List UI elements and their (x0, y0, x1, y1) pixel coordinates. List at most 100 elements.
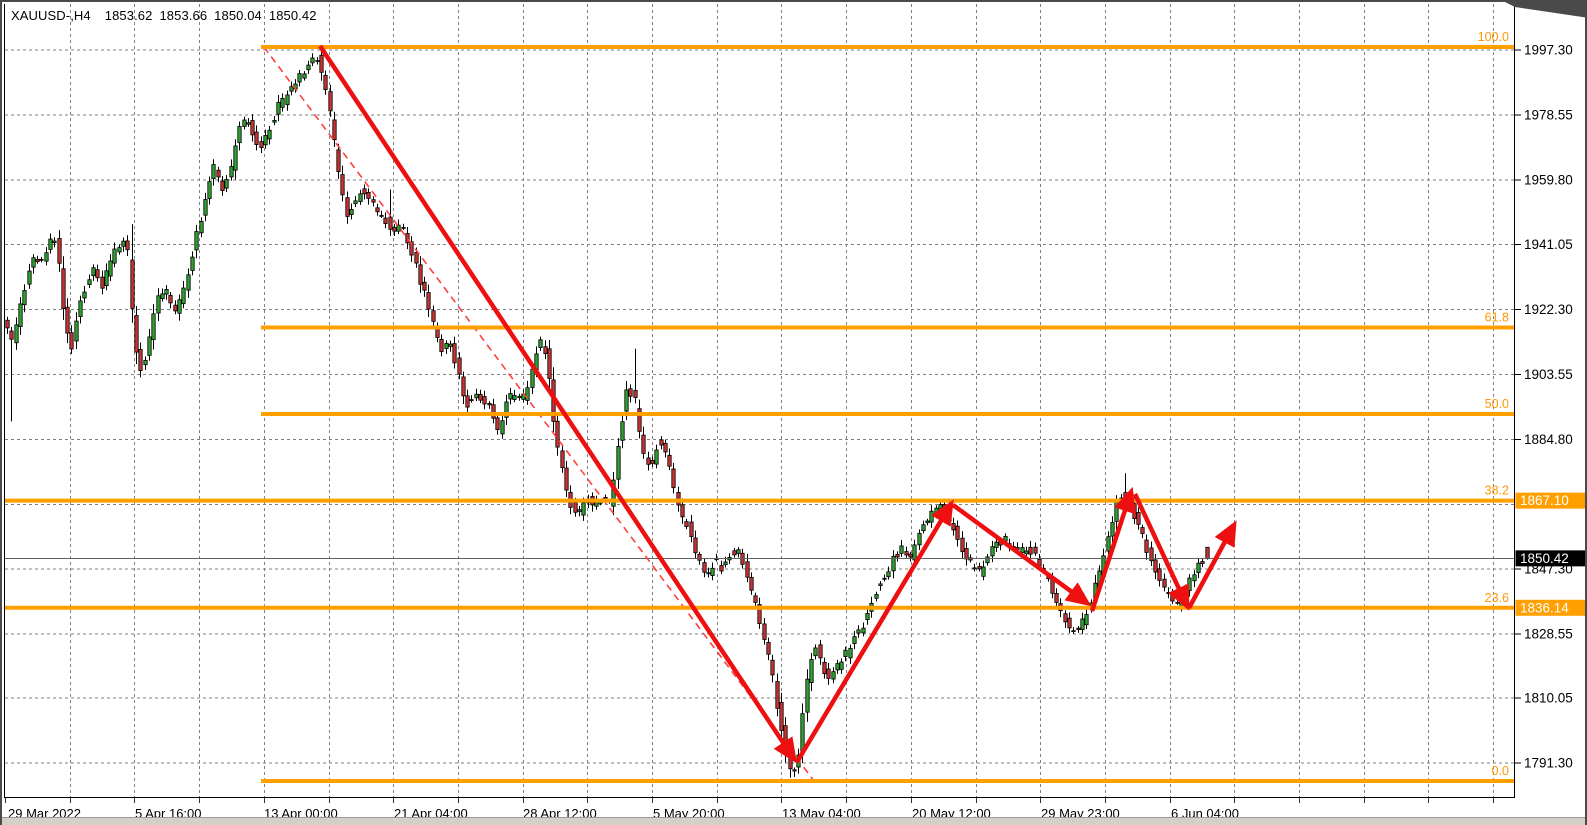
candle-down (388, 216, 393, 230)
trend-arrow-6[interactable] (1187, 520, 1237, 610)
candle-up (530, 368, 535, 388)
candle-up (861, 627, 866, 634)
candle-down (762, 623, 767, 640)
candle-down (693, 537, 698, 554)
candle-up (181, 287, 186, 305)
candle-down (328, 91, 333, 112)
candle-up (710, 567, 715, 576)
price-axis-label: 1997.30 (1524, 43, 1573, 58)
candle-up (706, 572, 711, 575)
candle-up (91, 267, 96, 277)
candle-up (985, 556, 990, 564)
trend-arrows[interactable] (318, 44, 1237, 764)
price-axis[interactable]: 1997.30 1978.55 1959.80 1941.05 1922.30 1903.… (1514, 43, 1587, 771)
trend-arrow-4[interactable] (1089, 486, 1136, 612)
candle-down (366, 191, 371, 199)
price-axis-label: 1903.55 (1524, 367, 1573, 382)
ohlc-close: 1850.42 (268, 8, 317, 23)
price-axis-label: 1791.30 (1524, 755, 1573, 770)
candle-down (822, 661, 827, 675)
chart-title: XAUUSD-,H4 1853.62 1853.66 1850.04 1850.42 (11, 8, 324, 23)
candle-up (18, 303, 23, 327)
candle-up (886, 571, 891, 578)
price-badge-label: 1836.14 (1520, 600, 1569, 615)
candle-down (702, 562, 707, 573)
candle-up (74, 320, 79, 342)
candle-up (263, 135, 268, 146)
candle-up (865, 612, 870, 620)
candle-up (297, 73, 302, 83)
candle-down (1149, 547, 1154, 562)
candle-up (302, 73, 307, 79)
candle-down (332, 119, 337, 141)
ohlc-high: 1853.66 (159, 8, 208, 23)
trend-arrow-5[interactable] (1132, 493, 1190, 611)
candle-down (628, 388, 633, 397)
candle-up (839, 661, 844, 670)
candle-down (904, 551, 909, 556)
candle-up (87, 279, 92, 285)
candle-down (826, 668, 831, 679)
candle-up (48, 238, 53, 250)
candle-up (229, 166, 234, 178)
candle-down (1175, 601, 1180, 604)
candle-up (78, 300, 83, 317)
candle-down (319, 54, 324, 73)
candle-up (267, 129, 272, 140)
candle-down (375, 207, 380, 213)
fib-level-label-100.0: 100.0 (1478, 30, 1509, 44)
candle-down (491, 404, 496, 419)
fib-level-label-61.8: 61.8 (1485, 310, 1509, 324)
candle-up (186, 274, 191, 291)
candle-down (895, 553, 900, 558)
candle-down (5, 319, 10, 329)
candle-down (426, 292, 431, 310)
candle-up (1114, 500, 1119, 522)
candle-up (899, 545, 904, 554)
candle-down (465, 395, 470, 408)
candle-down (646, 457, 651, 465)
candle-up (654, 449, 659, 465)
candle-up (104, 270, 109, 287)
candle-down (495, 417, 500, 430)
candle-up (856, 629, 861, 634)
candle-up (474, 393, 479, 399)
candle-down (57, 237, 62, 264)
candle-down (757, 604, 762, 624)
candle-down (960, 537, 965, 552)
candle-down (766, 642, 771, 655)
candle-up (525, 387, 530, 401)
candle-down (560, 450, 565, 468)
candle-down (633, 389, 638, 398)
candle-up (27, 270, 32, 285)
trend-arrow-3[interactable] (951, 503, 1092, 607)
trend-arrow-1[interactable] (318, 44, 797, 764)
candle-up (276, 101, 281, 115)
candle-up (444, 343, 449, 349)
candle-down (753, 595, 758, 603)
candle-down (951, 523, 956, 531)
trend-arrow-2[interactable] (795, 499, 954, 764)
candle-up (1187, 577, 1192, 591)
candle-down (61, 268, 66, 309)
candle-up (117, 247, 122, 253)
fibonacci-retracement[interactable]: 100.0 61.8 50.0 38.2 23.6 0.0 (5, 30, 1514, 783)
candle-down (573, 502, 578, 513)
candle-down (1136, 512, 1141, 525)
candle-up (736, 549, 741, 554)
candle-up (912, 544, 917, 561)
candle-up (508, 393, 513, 400)
candle-down (95, 269, 100, 279)
price-axis-label: 1978.55 (1524, 107, 1573, 122)
candle-up (121, 240, 126, 247)
symbol-period-label: XAUUSD-,H4 (11, 8, 91, 23)
candle-up (800, 713, 805, 752)
candle-up (500, 420, 505, 435)
price-axis-label: 1941.05 (1524, 237, 1573, 252)
candle-down (431, 310, 436, 322)
candle-down (719, 565, 724, 572)
candle-down (469, 399, 474, 402)
ohlc-open: 1853.62 (104, 8, 153, 23)
candle-down (955, 525, 960, 540)
